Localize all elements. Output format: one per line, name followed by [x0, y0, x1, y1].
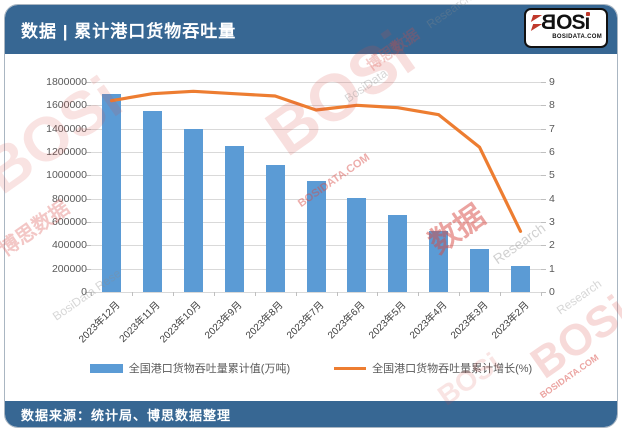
right-tick [541, 268, 546, 270]
right-tick [541, 175, 546, 177]
legend-label: 全国港口货物吞吐量累计增长(%) [372, 363, 533, 375]
legend-bar-swatch [89, 363, 123, 373]
y-axis-label: 1400000 [46, 122, 87, 135]
logo-site-text: BOSIDATA.COM [552, 34, 602, 40]
plot-area [86, 82, 546, 296]
x-tick [295, 292, 297, 296]
secondary-y-axis-label: 8 [549, 99, 555, 112]
footer-bar: 数据来源：统计局、博思数据整理 [5, 401, 617, 427]
logo-brand: BOSi [542, 11, 590, 34]
x-tick [336, 292, 338, 296]
bar [470, 248, 490, 292]
secondary-y-axis-label: 4 [549, 192, 555, 205]
x-tick [91, 292, 92, 296]
gridline [91, 152, 541, 153]
y-axis-label: 1800000 [46, 76, 87, 88]
secondary-y-axis-label: 7 [549, 122, 555, 135]
gridline [91, 292, 541, 293]
bar [306, 181, 326, 292]
y-axis-label: 1200000 [46, 146, 87, 158]
right-tick [541, 82, 546, 83]
y-axis-label: 1000000 [46, 169, 87, 182]
legend-line-swatch [334, 366, 367, 370]
gridline [91, 128, 541, 130]
left-tick [86, 175, 91, 177]
legend-label: 全国港口货物吞吐量累计值(万吨) [128, 363, 291, 375]
bar [224, 146, 244, 292]
gridline [91, 175, 541, 177]
gridline [91, 105, 541, 107]
right-tick [541, 152, 546, 153]
bar [429, 231, 449, 292]
header-bar: 数据 | 累计港口货物吞吐量 BOSi BOSIDATA.COM [5, 5, 617, 54]
data-source-text: 数据来源：统计局、博思数据整理 [21, 407, 232, 423]
right-tick [541, 292, 546, 293]
x-tick [459, 292, 461, 296]
legend-item: 全国港口货物吞吐量累计值(万吨) [89, 360, 291, 376]
right-tick [541, 245, 546, 247]
x-tick [254, 292, 256, 296]
bosi-logo: BOSi BOSIDATA.COM [524, 8, 608, 48]
logo-triangles-icon [532, 15, 542, 33]
right-tick [541, 105, 546, 107]
left-tick [86, 268, 91, 270]
x-tick [172, 292, 174, 296]
secondary-y-axis-label: 0 [549, 286, 555, 298]
page-title: 数据 | 累计港口货物吞吐量 [21, 22, 237, 41]
left-tick [86, 292, 91, 293]
bar [388, 215, 408, 292]
bar [142, 111, 162, 292]
left-tick [86, 198, 91, 200]
legend: 全国港口货物吞吐量累计值(万吨) 全国港口货物吞吐量累计增长(%) [5, 360, 617, 376]
secondary-y-axis-label: 9 [549, 76, 555, 88]
left-tick [86, 105, 91, 107]
left-tick [86, 82, 91, 83]
chart-area: 0 200000 400000 600000 800000 1000000 1200000 1… [5, 54, 617, 402]
bar [102, 93, 121, 292]
bar [183, 128, 203, 292]
legend-item: 全国港口货物吞吐量累计增长(%) [334, 360, 532, 376]
x-tick [418, 292, 420, 296]
x-tick [213, 292, 215, 296]
y-axis-label: 400000 [51, 239, 87, 252]
secondary-y-axis-label: 3 [549, 216, 555, 228]
y-axis-label: 800000 [51, 192, 87, 205]
bar [511, 266, 530, 292]
growth-line-series [109, 89, 523, 233]
secondary-y-axis-label: 2 [549, 239, 555, 252]
left-tick [86, 152, 91, 153]
secondary-y-axis-label: 6 [549, 146, 555, 158]
secondary-y-axis-label: 5 [549, 169, 555, 182]
left-tick [86, 128, 91, 130]
x-tick [541, 292, 542, 296]
chart-card: 数据 | 累计港口货物吞吐量 BOSi BOSIDATA.COM 0 200000… [4, 4, 618, 428]
x-tick [500, 292, 502, 296]
y-axis-label: 200000 [51, 262, 87, 275]
bar [347, 197, 367, 292]
left-tick [86, 245, 91, 247]
x-tick [131, 292, 133, 296]
right-tick [541, 198, 546, 200]
y-axis-label: 0 [81, 286, 87, 298]
y-axis-label: 600000 [51, 216, 87, 228]
secondary-y-axis-label: 1 [549, 262, 555, 275]
bar [265, 164, 285, 292]
right-tick [541, 128, 546, 130]
gridline [91, 82, 541, 83]
x-tick [377, 292, 379, 296]
y-axis-label: 1600000 [46, 99, 87, 112]
left-tick [86, 222, 91, 223]
right-tick [541, 222, 546, 223]
